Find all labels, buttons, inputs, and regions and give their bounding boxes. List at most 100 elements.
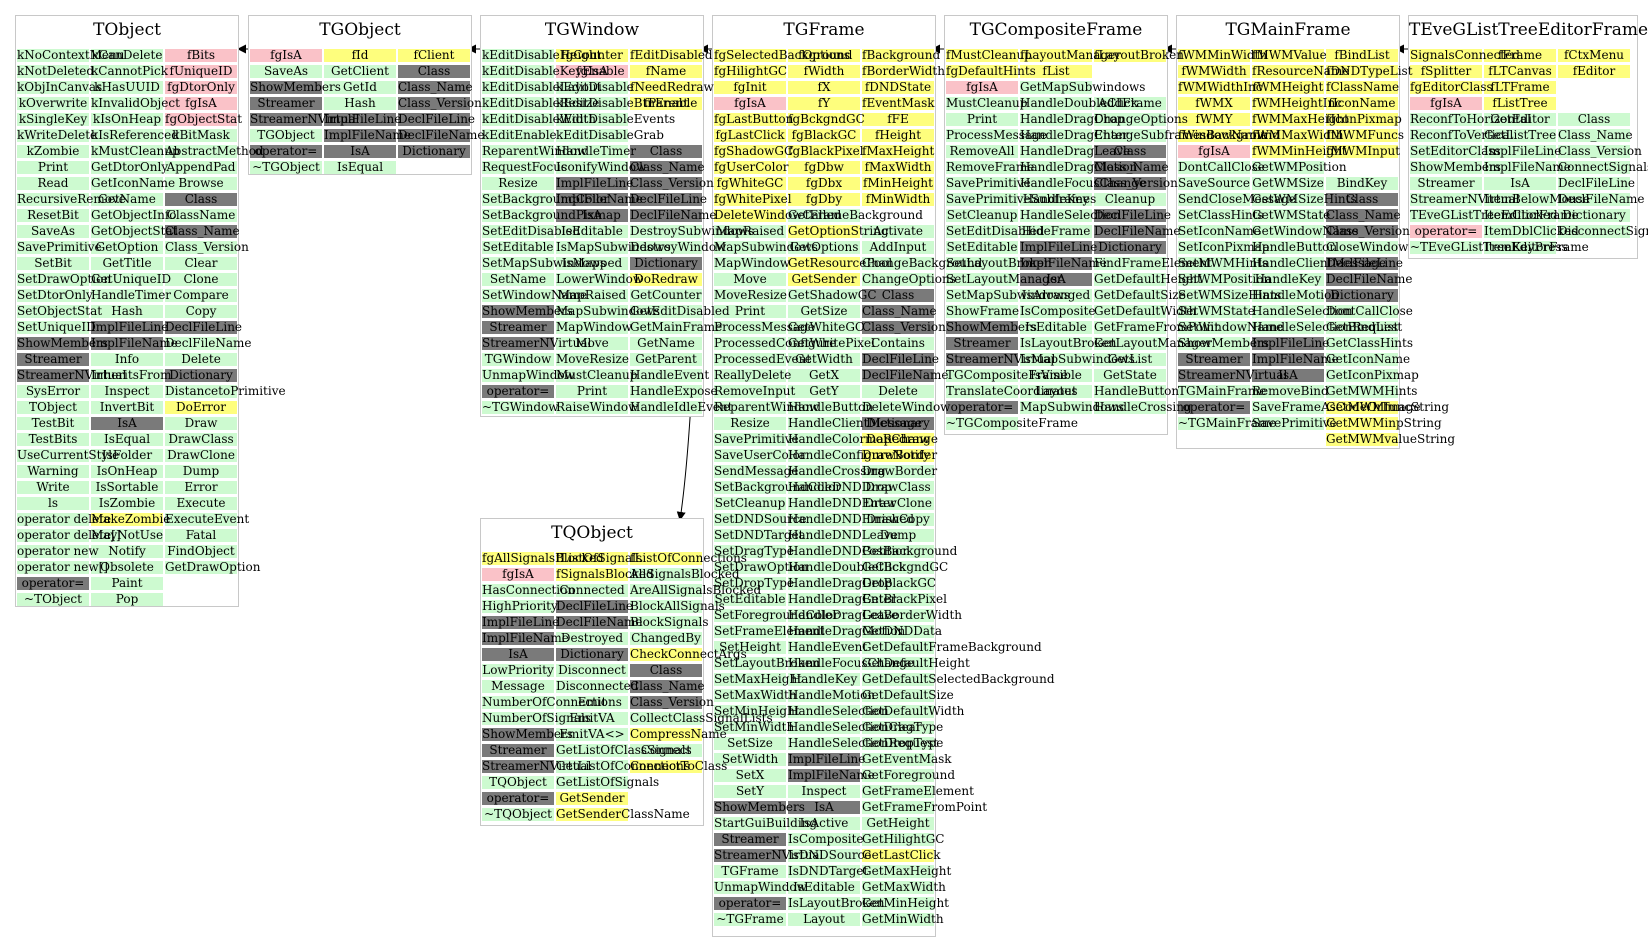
member-label: GetBlackPixel — [862, 592, 947, 606]
member-cell: Print — [714, 305, 786, 318]
member-label: MustCleanup — [946, 96, 1028, 110]
member-cell: TestBits — [17, 433, 89, 446]
member-cell: fgLastClick — [714, 129, 786, 142]
member-label: ImplFileLine — [1252, 336, 1330, 350]
member-label: SetX — [735, 768, 765, 782]
member-label: GetMaxWidth — [862, 880, 946, 894]
member-label: fgSelectedBackground — [714, 48, 853, 62]
member-cell: fgIsA — [946, 81, 1018, 94]
member-label: UseCurrentStyle — [17, 448, 120, 462]
member-cell: Destroyed — [556, 632, 628, 645]
member-cell: ShowMembers — [714, 801, 805, 814]
member-cell: Layout — [1020, 385, 1092, 398]
member-label: ~TEveGListTreeEditorFrame — [1410, 240, 1589, 254]
member-cell: fFrame — [1484, 49, 1556, 62]
member-cell: HandleClientMessage — [788, 417, 922, 430]
member-cell: ChangeSubframesBackground — [1094, 129, 1280, 142]
member-label: Class — [1577, 112, 1611, 126]
member-label: fSignalsBlocked — [556, 567, 654, 581]
member-label: Dictionary — [1562, 208, 1626, 222]
member-label: GetWMState — [1252, 208, 1331, 222]
member-label: operator= — [950, 400, 1014, 414]
member-cell: ChangedBy — [630, 632, 702, 645]
member-label: ChangeBackground — [862, 256, 983, 270]
member-cell: RemoveFrame — [946, 161, 1034, 174]
member-cell: Execute — [165, 497, 237, 510]
member-cell: DisconnectSignals — [1558, 225, 1648, 238]
member-label: ExecuteEvent — [165, 512, 250, 526]
member-cell: BlockSignals — [630, 616, 709, 629]
member-label: operator= — [486, 791, 550, 805]
member-cell: LowPriority — [482, 664, 554, 677]
member-label: DrawClass — [168, 432, 234, 446]
member-cell: DrawBorder — [862, 449, 937, 462]
member-cell: SetMWMHints — [1178, 257, 1268, 270]
member-label: IsEqual — [336, 160, 384, 174]
member-label: GetDefaultHeight — [1094, 272, 1202, 286]
member-label: InvertBit — [99, 400, 155, 414]
member-cell: TGObject — [250, 129, 322, 142]
member-cell: kOverwrite — [17, 97, 89, 110]
member-cell: fgHilightGC — [714, 65, 787, 78]
member-cell: SaveSource — [1178, 177, 1250, 190]
member-label: kEditDisableResize — [482, 96, 600, 110]
member-label: TGFrame — [721, 864, 779, 878]
member-label: SetEditable — [946, 240, 1018, 254]
member-cell: Class — [862, 289, 934, 302]
member-cell: operator delete[] — [17, 529, 121, 542]
member-cell: Class_Name — [165, 225, 240, 238]
member-label: IsActive — [799, 816, 849, 830]
member-label: HandleConfigureNotify — [788, 448, 930, 462]
member-cell: fMinWidth — [862, 193, 934, 206]
member-cell: Class — [630, 145, 702, 158]
member-cell: ConnectToClass — [630, 760, 727, 773]
member-cell: GetWMPosition — [1252, 161, 1347, 174]
member-label: NumberOfConnections — [482, 695, 622, 709]
member-cell: SetName — [482, 273, 554, 286]
member-label: GetEditor — [1490, 112, 1550, 126]
member-cell: HandleButton — [1252, 241, 1337, 254]
member-label: fDNDState — [864, 80, 932, 94]
member-column: fgCounter fgIsA kEditDisable kEditDisableBt… — [556, 49, 697, 417]
member-cell: Class — [1094, 145, 1166, 158]
member-cell: operator new — [17, 545, 99, 558]
member-label: fListTree — [1492, 96, 1548, 110]
member-label: fBackground — [862, 48, 941, 62]
member-label: GetForeground — [862, 768, 956, 782]
member-column: fLayoutManager fList GetMapSubwindows Handl… — [1020, 49, 1146, 417]
member-cell: RemoveAll — [946, 145, 1018, 158]
member-label: fWMMaxHeight — [1252, 112, 1349, 126]
member-label: AddInput — [869, 240, 927, 254]
member-cell: HandleSelection — [788, 705, 889, 718]
member-label: HandleDragMotion — [1020, 160, 1138, 174]
member-label: GetClient — [330, 64, 390, 78]
member-label: ReparentWindow — [714, 400, 820, 414]
member-cell: fWMY — [1178, 113, 1250, 126]
member-label: Hash — [111, 304, 143, 318]
member-label: ShowMembers — [482, 304, 573, 318]
member-label: HandleExpose — [630, 384, 718, 398]
member-label: ImplFileLine — [556, 176, 634, 190]
member-cell: fY — [788, 97, 860, 110]
member-cell: Class_Version — [165, 241, 249, 254]
member-cell: SetEditorClass — [1410, 145, 1501, 158]
member-cell: DistancetoPrimitive — [165, 385, 286, 398]
member-cell: HandleButton — [1094, 385, 1179, 398]
member-label: Class_Version — [1094, 176, 1178, 190]
member-cell: TranslateCoordinates — [946, 385, 1078, 398]
member-cell: IsLayoutBroken — [788, 897, 884, 910]
member-label: SetWMPosition — [1178, 272, 1272, 286]
member-column: fWMMinWidth fWMWidth fWMWidthInc fWMX fWMY fW… — [1178, 49, 1296, 433]
member-label: GetId — [343, 80, 377, 94]
member-cell: SetDNDTarget — [714, 529, 803, 542]
member-label: ShowMembers — [1178, 336, 1269, 350]
member-label: Dictionary — [634, 256, 698, 270]
member-label: HideFrame — [1021, 224, 1091, 238]
member-label: ShowMembers — [482, 727, 573, 741]
member-label: Streamer — [24, 352, 82, 366]
member-cell: Message — [482, 680, 554, 693]
member-cell: kNoContextMenu — [17, 49, 125, 62]
member-label: HandleDNDEnter — [788, 496, 896, 510]
member-label: Move — [575, 336, 609, 350]
member-cell: HandleEvent — [788, 641, 867, 654]
